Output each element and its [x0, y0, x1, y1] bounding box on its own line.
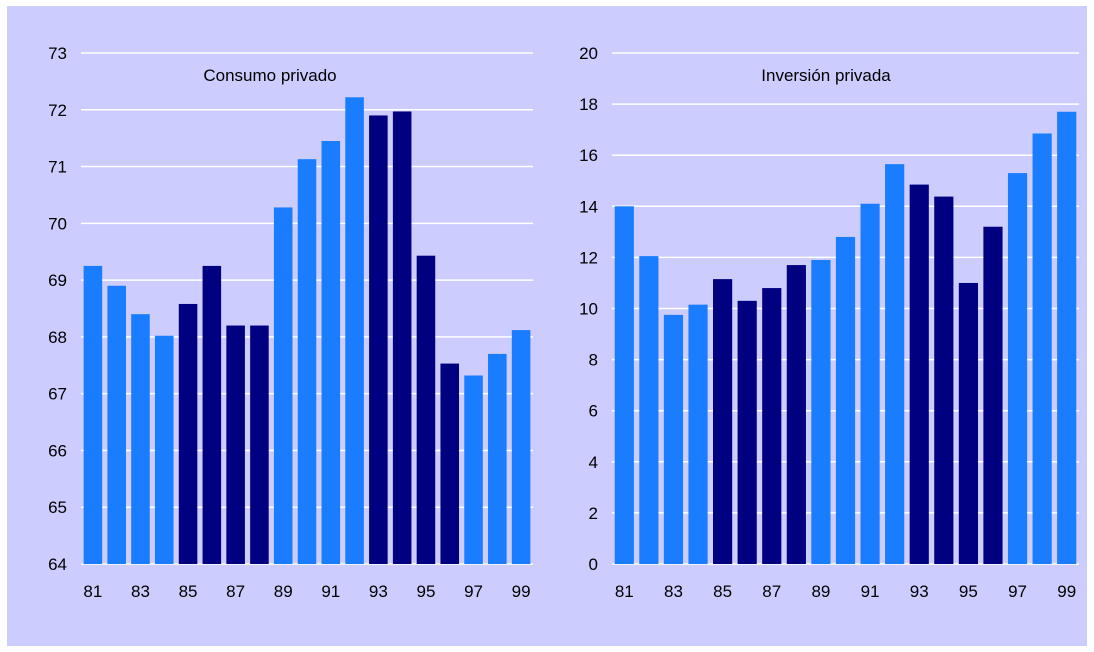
bar-97	[1007, 173, 1028, 564]
y-tick-label: 65	[48, 498, 67, 517]
x-tick-label: 85	[713, 582, 732, 601]
bar-88	[250, 325, 269, 564]
bar-90	[297, 159, 317, 564]
y-tick-label: 69	[48, 271, 67, 290]
x-tick-label: 81	[83, 582, 102, 601]
bar-87	[226, 325, 245, 564]
y-tick-label: 8	[589, 351, 598, 370]
y-tick-label: 18	[579, 95, 598, 114]
bar-89	[811, 259, 831, 564]
bar-85	[178, 303, 198, 564]
x-tick-label: 99	[512, 582, 531, 601]
x-tick-label: 87	[226, 582, 245, 601]
y-tick-label: 0	[589, 555, 598, 574]
y-tick-label: 20	[579, 44, 598, 63]
bar-91	[321, 141, 341, 564]
x-tick-label: 99	[1057, 582, 1076, 601]
y-tick-label: 64	[48, 555, 67, 574]
bar-85	[713, 279, 733, 564]
y-tick-label: 2	[589, 504, 598, 523]
bar-98	[488, 353, 507, 564]
x-axis-tick-labels: 81 83 85 87 89 91 93 95 97 99	[83, 582, 530, 601]
x-tick-label: 83	[664, 582, 683, 601]
bar-92	[345, 97, 364, 564]
y-tick-label: 16	[579, 146, 598, 165]
bar-82	[639, 256, 659, 564]
y-tick-label: 4	[589, 453, 598, 472]
bar-86	[202, 265, 222, 564]
y-tick-label: 66	[48, 441, 67, 460]
bars	[83, 97, 531, 565]
x-tick-label: 89	[274, 582, 293, 601]
x-axis-tick-labels: 81 83 85 87 89 91 93 95 97 99	[615, 582, 1076, 601]
y-tick-label: 67	[48, 385, 67, 404]
bar-83	[131, 314, 150, 564]
bar-91	[860, 203, 880, 564]
bar-84	[154, 335, 174, 564]
x-tick-label: 85	[179, 582, 198, 601]
consumo-privado-chart: 64 65 66 67 68 69 70 71 72 73 81 83 85 87 89 91 93 95 97 9…	[48, 44, 533, 601]
bar-93	[909, 184, 929, 564]
bar-84	[688, 304, 708, 564]
x-tick-label: 97	[1008, 582, 1027, 601]
bar-94	[392, 111, 412, 564]
y-tick-label: 10	[579, 300, 598, 319]
bar-96	[983, 226, 1003, 565]
bar-82	[107, 285, 126, 564]
bar-96	[440, 363, 460, 564]
y-axis-tick-labels: 0 2 4 6 8 10 12 14 16 18 20	[579, 44, 598, 574]
bar-97	[464, 375, 483, 564]
bar-86	[737, 300, 757, 564]
bar-98	[1032, 133, 1052, 565]
bar-95	[958, 282, 978, 564]
bar-87	[762, 288, 782, 564]
y-tick-label: 14	[579, 197, 598, 216]
x-tick-label: 81	[615, 582, 634, 601]
bars	[614, 111, 1077, 565]
x-tick-label: 91	[321, 582, 340, 601]
bar-93	[369, 115, 388, 564]
y-tick-label: 70	[48, 214, 67, 233]
chart-title: Inversión privada	[761, 66, 891, 85]
x-tick-label: 89	[811, 582, 830, 601]
chart-title: Consumo privado	[203, 66, 336, 85]
bar-94	[934, 196, 954, 564]
bar-89	[273, 207, 293, 565]
bar-81	[614, 206, 634, 565]
bar-81	[83, 265, 103, 564]
x-tick-label: 93	[369, 582, 388, 601]
bar-99	[511, 330, 531, 564]
x-tick-label: 87	[762, 582, 781, 601]
y-tick-label: 6	[589, 402, 598, 421]
bar-99	[1057, 111, 1077, 564]
bar-90	[835, 236, 856, 564]
x-tick-label: 95	[959, 582, 978, 601]
chart-figure: 64 65 66 67 68 69 70 71 72 73 81 83 85 87 89 91 93 95 97 9…	[7, 6, 1087, 646]
bar-83	[663, 314, 684, 564]
x-tick-label: 83	[131, 582, 150, 601]
x-tick-label: 97	[464, 582, 483, 601]
inversion-privada-chart: 0 2 4 6 8 10 12 14 16 18 20 81 83 85 87 89 91 93 95 97 99 I…	[579, 44, 1079, 601]
y-tick-label: 68	[48, 328, 67, 347]
y-tick-label: 72	[48, 101, 67, 120]
x-tick-label: 95	[416, 582, 435, 601]
x-tick-label: 93	[910, 582, 929, 601]
bar-95	[416, 255, 436, 565]
y-tick-label: 12	[579, 248, 598, 267]
bar-92	[885, 164, 905, 564]
y-tick-label: 73	[48, 44, 67, 63]
x-tick-label: 91	[861, 582, 880, 601]
y-tick-label: 71	[48, 158, 67, 177]
y-axis-tick-labels: 64 65 66 67 68 69 70 71 72 73	[48, 44, 67, 574]
bar-88	[786, 265, 806, 564]
